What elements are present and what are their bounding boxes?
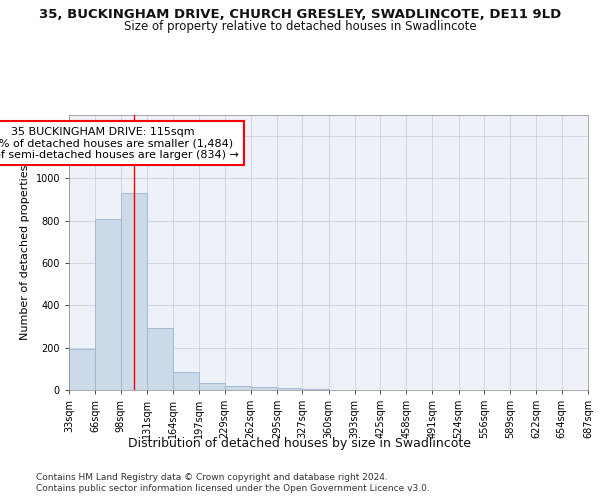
Bar [147, 328, 173, 390]
Bar [199, 382, 224, 390]
Y-axis label: Number of detached properties: Number of detached properties [20, 165, 30, 340]
Text: Size of property relative to detached houses in Swadlincote: Size of property relative to detached ho… [124, 20, 476, 33]
Text: Contains HM Land Registry data © Crown copyright and database right 2024.: Contains HM Land Registry data © Crown c… [36, 472, 388, 482]
Text: Contains public sector information licensed under the Open Government Licence v3: Contains public sector information licen… [36, 484, 430, 493]
Bar [277, 388, 302, 390]
Text: 35 BUCKINGHAM DRIVE: 115sqm
← 63% of detached houses are smaller (1,484)
36% of : 35 BUCKINGHAM DRIVE: 115sqm ← 63% of det… [0, 126, 239, 160]
Bar [173, 372, 199, 390]
Bar [224, 386, 251, 390]
Bar [251, 388, 277, 390]
Bar [121, 194, 147, 390]
Bar [69, 349, 95, 390]
Bar [95, 218, 121, 390]
Text: Distribution of detached houses by size in Swadlincote: Distribution of detached houses by size … [128, 438, 472, 450]
Text: 35, BUCKINGHAM DRIVE, CHURCH GRESLEY, SWADLINCOTE, DE11 9LD: 35, BUCKINGHAM DRIVE, CHURCH GRESLEY, SW… [39, 8, 561, 20]
